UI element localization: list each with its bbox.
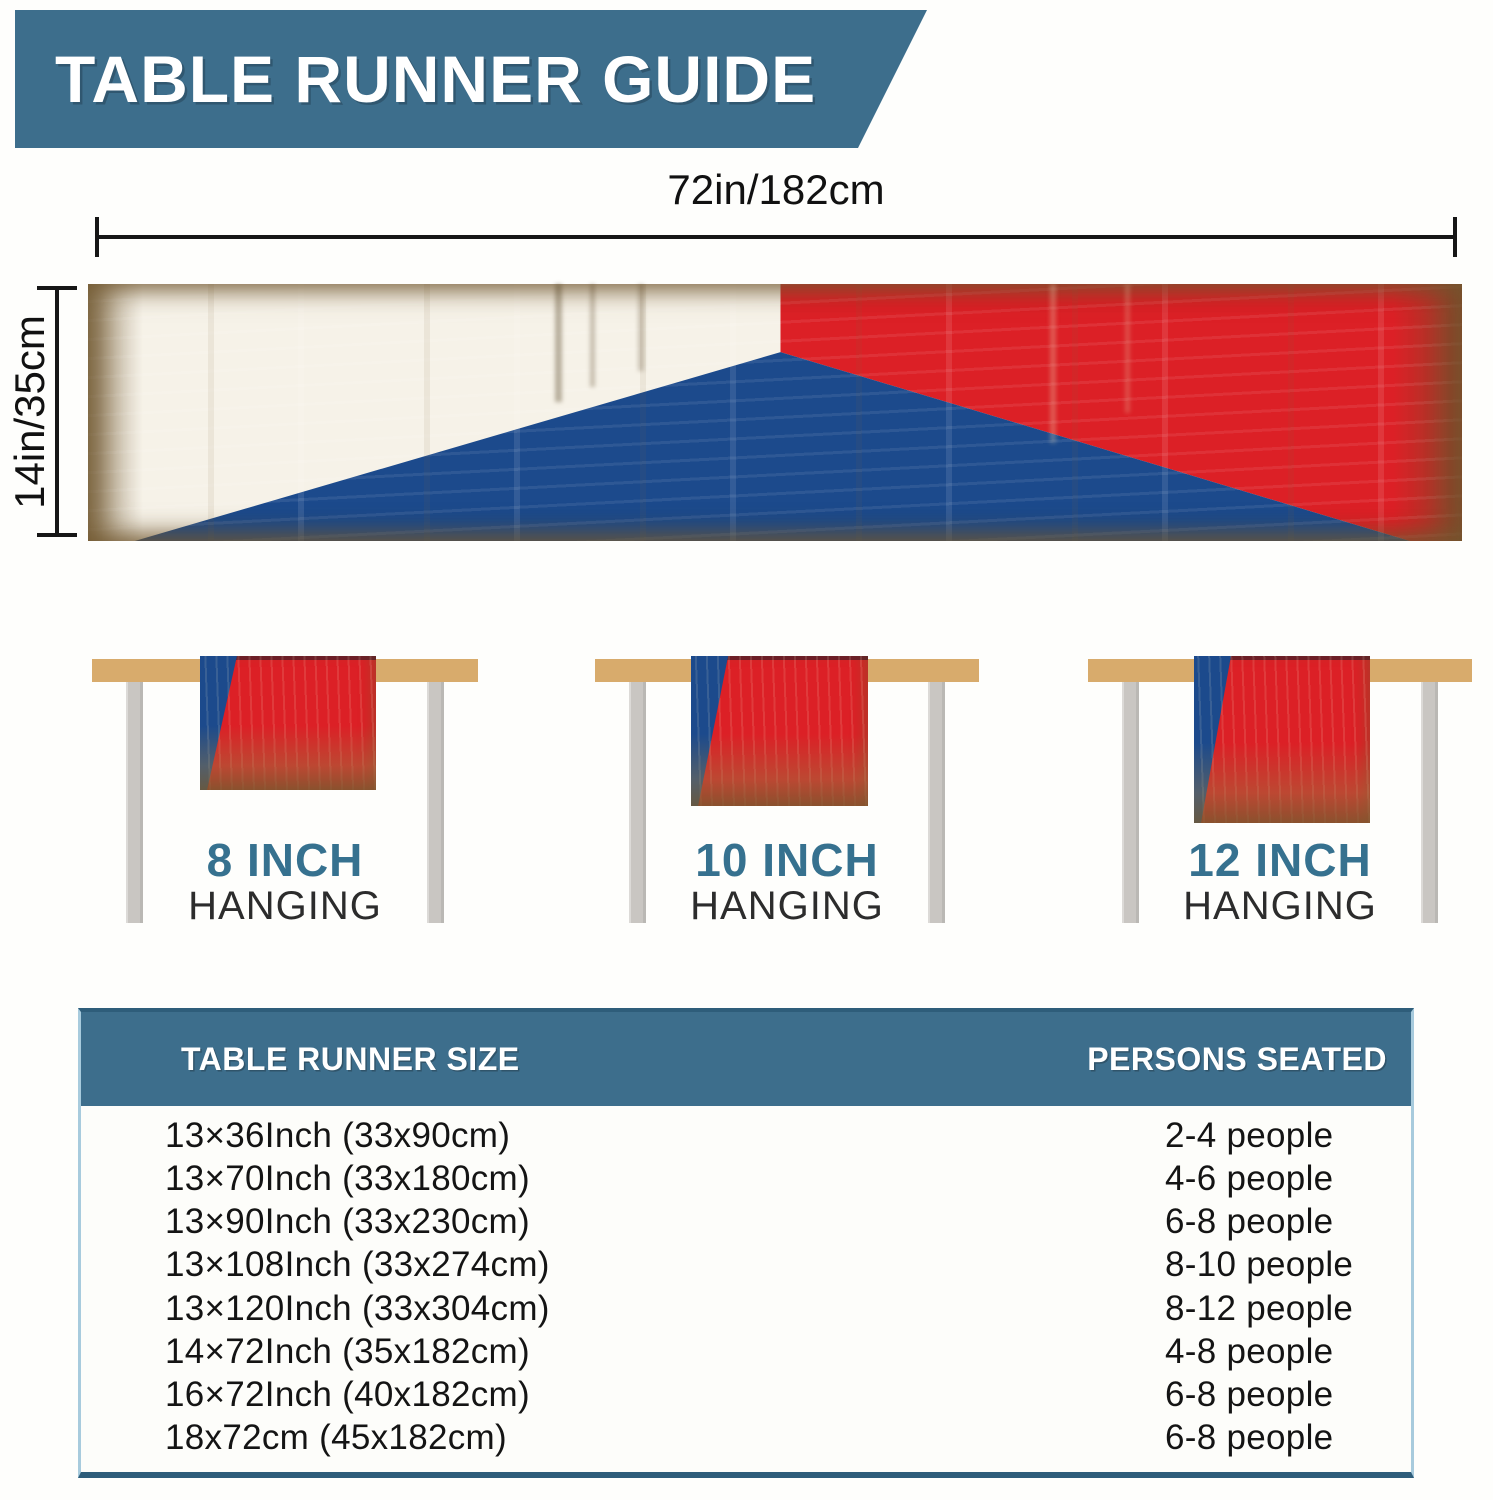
size-cell: 13×36Inch (33x90cm): [165, 1115, 511, 1155]
width-dimension-tick-left: [95, 217, 99, 257]
table-leg-left: [126, 682, 143, 923]
table-row: 13×70Inch (33x180cm) 4-6 people: [81, 1157, 1411, 1200]
size-chart-body: 13×36Inch (33x90cm) 2-4 people 13×70Inch…: [81, 1106, 1411, 1472]
table-row: 16×72Inch (40x182cm) 6-8 people: [81, 1374, 1411, 1417]
hanging-figure-10-inch: 10 INCH HANGING: [595, 650, 979, 935]
persons-cell: 4-8 people: [1165, 1331, 1334, 1371]
grunge-streak: [589, 284, 595, 387]
table-leg-right: [427, 682, 444, 923]
size-cell: 13×120Inch (33x304cm): [165, 1288, 550, 1328]
table-row: 13×120Inch (33x304cm) 8-12 people: [81, 1287, 1411, 1330]
table-leg-right: [1421, 682, 1438, 923]
hanging-caption: 10 INCH HANGING: [595, 836, 979, 927]
hanging-runner-cloth: [1194, 656, 1370, 823]
grunge-streak: [1049, 284, 1056, 444]
height-dimension-tick-bottom: [37, 533, 77, 537]
size-chart: TABLE RUNNER SIZE PERSONS SEATED 13×36In…: [78, 1008, 1414, 1478]
table-leg-left: [629, 682, 646, 923]
cloth-grunge-overlay: [691, 656, 868, 806]
page-title: TABLE RUNNER GUIDE: [55, 42, 817, 116]
size-cell: 13×108Inch (33x274cm): [165, 1245, 550, 1285]
hanging-word-label: HANGING: [188, 883, 382, 928]
height-dimension-line: [55, 288, 59, 537]
persons-cell: 6-8 people: [1165, 1418, 1334, 1458]
grunge-streak: [637, 284, 644, 372]
size-chart-header: TABLE RUNNER SIZE PERSONS SEATED: [81, 1012, 1411, 1106]
table-row: 18x72cm (45x182cm) 6-8 people: [81, 1417, 1411, 1460]
table-leg-left: [1122, 682, 1139, 923]
grunge-texture-overlay: [88, 284, 1462, 541]
hanging-inches-label: 10 INCH: [695, 834, 879, 886]
persons-cell: 4-6 people: [1165, 1158, 1334, 1198]
table-row: 13×36Inch (33x90cm) 2-4 people: [81, 1114, 1411, 1157]
size-cell: 13×90Inch (33x230cm): [165, 1202, 530, 1242]
width-dimension-line: [97, 235, 1457, 239]
hanging-inches-label: 8 INCH: [206, 834, 364, 886]
persons-cell: 8-10 people: [1165, 1245, 1354, 1285]
width-dimension-label: 72in/182cm: [667, 166, 885, 213]
cloth-grunge-overlay: [1194, 656, 1370, 823]
hanging-caption: 8 INCH HANGING: [92, 836, 478, 927]
table-leg-right: [928, 682, 945, 923]
width-dimension-tick-right: [1453, 217, 1457, 257]
hanging-inches-label: 12 INCH: [1188, 834, 1372, 886]
header-persons-column: PERSONS SEATED: [1087, 1040, 1387, 1077]
size-cell: 16×72Inch (40x182cm): [165, 1375, 530, 1415]
grunge-streak: [1125, 284, 1131, 413]
persons-cell: 6-8 people: [1165, 1202, 1334, 1242]
table-row: 13×90Inch (33x230cm) 6-8 people: [81, 1201, 1411, 1244]
hanging-runner-cloth: [691, 656, 868, 806]
size-cell: 13×70Inch (33x180cm): [165, 1158, 530, 1198]
cloth-grunge-overlay: [200, 656, 376, 790]
hanging-figure-8-inch: 8 INCH HANGING: [92, 650, 478, 935]
grunge-streak: [555, 284, 563, 403]
header-size-column: TABLE RUNNER SIZE: [181, 1040, 520, 1077]
hanging-figure-12-inch: 12 INCH HANGING: [1088, 650, 1472, 935]
hanging-word-label: HANGING: [690, 883, 884, 928]
title-banner: TABLE RUNNER GUIDE: [15, 10, 927, 148]
persons-cell: 6-8 people: [1165, 1375, 1334, 1415]
runner-preview: [88, 284, 1462, 541]
table-row: 13×108Inch (33x274cm) 8-10 people: [81, 1244, 1411, 1287]
hanging-runner-cloth: [200, 656, 376, 790]
table-row: 14×72Inch (35x182cm) 4-8 people: [81, 1330, 1411, 1373]
hanging-caption: 12 INCH HANGING: [1088, 836, 1472, 927]
persons-cell: 8-12 people: [1165, 1288, 1354, 1328]
height-dimension-label: 14in/35cm: [6, 315, 53, 509]
size-cell: 14×72Inch (35x182cm): [165, 1331, 530, 1371]
size-cell: 18x72cm (45x182cm): [165, 1418, 507, 1458]
height-dimension-tick-top: [37, 286, 77, 290]
hanging-word-label: HANGING: [1183, 883, 1377, 928]
persons-cell: 2-4 people: [1165, 1115, 1334, 1155]
